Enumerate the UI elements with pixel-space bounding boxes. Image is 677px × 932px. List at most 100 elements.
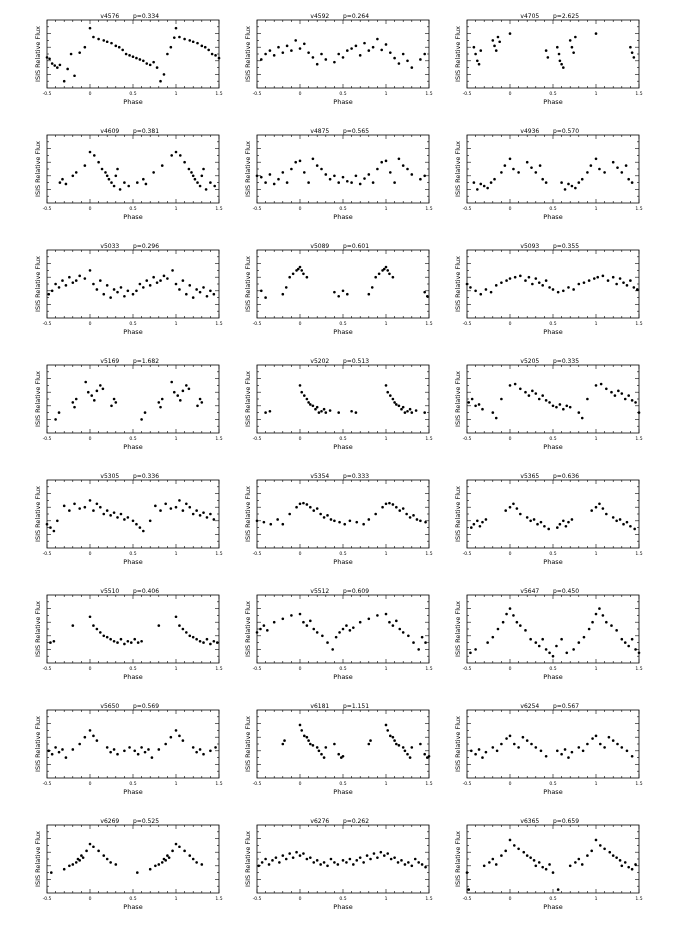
data-point [424, 520, 427, 524]
x-axis-label: Phase [543, 328, 562, 336]
lightcurve-panel-v5093: -0.5 0 0.5 1 1.5 v5093 p=0.355 Phase ISIS Relati… [432, 236, 652, 348]
data-point [377, 272, 381, 276]
data-point [71, 401, 75, 404]
x-axis-label: Phase [123, 443, 142, 451]
data-point [259, 627, 262, 631]
lightcurve-plot: -0.5 0 0.5 1 1.5 v4576 p=0.334 Phase ISIS Relati… [34, 13, 223, 106]
plot-frame [46, 19, 220, 89]
x-axis-label: Phase [333, 903, 352, 911]
data-point [284, 857, 288, 861]
star-id-label: v5510 [100, 588, 119, 595]
x-tick-label: 0.5 [549, 436, 556, 442]
data-point [53, 64, 57, 67]
data-point [532, 518, 536, 521]
data-point [171, 849, 174, 853]
data-point [465, 282, 469, 286]
data-point [150, 756, 154, 759]
data-point [285, 44, 289, 48]
data-point [315, 62, 319, 66]
data-point [525, 739, 529, 742]
data-point [324, 173, 328, 176]
x-tick-label: 1 [385, 91, 388, 97]
data-point [178, 624, 181, 627]
data-point [123, 518, 126, 521]
data-point [214, 746, 217, 749]
data-point [481, 520, 484, 524]
data-point [424, 865, 427, 869]
data-point [196, 181, 199, 184]
data-point [348, 629, 352, 632]
data-point [83, 277, 87, 280]
data-point [99, 384, 102, 387]
data-point [99, 631, 102, 634]
y-axis-label: ISIS Relative Flux [244, 716, 252, 772]
data-point [348, 519, 352, 523]
data-point [174, 615, 178, 619]
data-point [427, 754, 431, 758]
data-point [410, 864, 414, 868]
data-point [193, 177, 197, 181]
data-point [634, 648, 637, 651]
data-point [622, 522, 625, 526]
data-point [107, 177, 111, 181]
data-point [58, 63, 62, 67]
data-point [625, 284, 629, 287]
data-point [93, 399, 96, 402]
data-point [388, 501, 391, 505]
y-axis-label: ISIS Relative Flux [244, 371, 252, 427]
x-tick-label: 1 [595, 436, 598, 442]
data-point [534, 641, 538, 644]
period-label: p=0.570 [553, 128, 579, 135]
data-point [191, 174, 195, 178]
data-point [358, 620, 362, 624]
data-point [198, 748, 202, 751]
data-point [326, 864, 329, 868]
x-tick-label: 1 [595, 666, 598, 672]
data-point [397, 62, 401, 65]
data-point [474, 404, 477, 408]
data-point [525, 160, 529, 164]
x-tick-label: 1 [175, 896, 178, 902]
star-id-label: v4609 [100, 128, 119, 135]
data-point [465, 871, 469, 874]
data-point [610, 624, 613, 627]
data-point [633, 527, 636, 531]
data-point [126, 516, 130, 519]
data-point [298, 265, 302, 269]
x-tick-label: 1.5 [215, 91, 222, 97]
data-point [260, 289, 263, 293]
data-point [300, 269, 304, 272]
data-point [212, 639, 216, 643]
data-point [195, 288, 198, 291]
data-point [541, 637, 544, 641]
data-point [611, 516, 615, 519]
data-point [630, 399, 634, 402]
data-point [479, 182, 483, 186]
plot-frame [466, 19, 640, 89]
x-tick-label: 0 [89, 666, 92, 672]
data-point [164, 742, 167, 746]
data-point [337, 294, 340, 298]
lightcurve-plot: -0.5 0 0.5 1 1.5 v5089 p=0.601 Phase ISIS Relati… [244, 243, 433, 336]
data-point [508, 32, 512, 35]
data-point [407, 861, 410, 864]
data-point [105, 174, 109, 178]
data-point [397, 744, 401, 747]
data-point [556, 290, 560, 294]
x-tick-label: 0.5 [339, 206, 346, 212]
data-point [311, 56, 315, 59]
data-point [551, 871, 555, 874]
data-point [81, 856, 85, 859]
data-point [408, 407, 412, 411]
data-point [191, 857, 195, 861]
star-id-label: v5354 [310, 473, 329, 480]
data-point [598, 607, 601, 610]
lightcurve-plot: -0.5 0 0.5 1 1.5 v4609 p=0.381 Phase ISIS Relati… [34, 128, 223, 221]
data-point [367, 518, 371, 521]
data-point [183, 160, 186, 164]
data-point [305, 624, 309, 627]
data-point [587, 627, 591, 631]
data-point [142, 286, 145, 289]
data-point [155, 281, 159, 284]
data-point [565, 651, 569, 655]
